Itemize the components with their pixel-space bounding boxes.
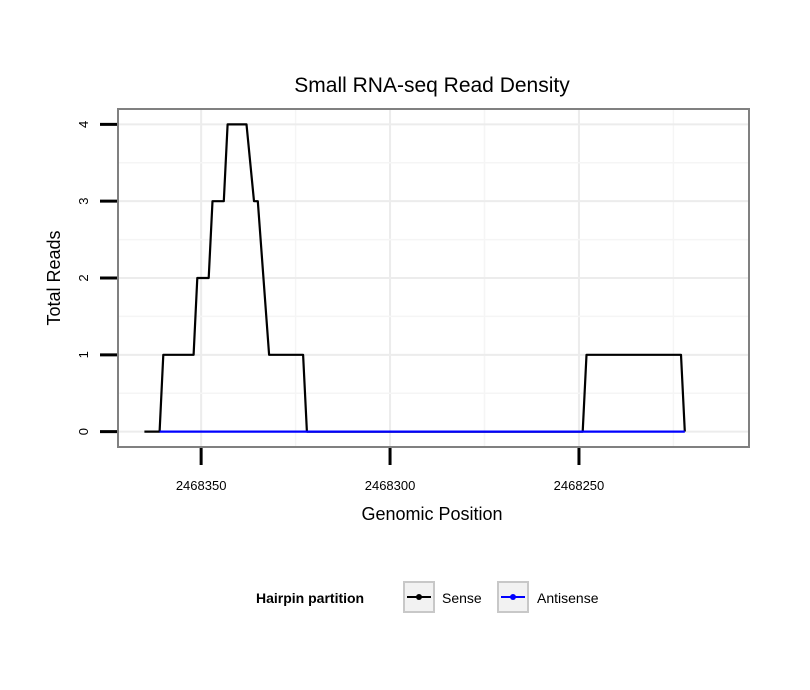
legend-key-antisense-point bbox=[510, 594, 516, 600]
legend-key-sense-point bbox=[416, 594, 422, 600]
legend: Hairpin partition Sense Antisense bbox=[256, 581, 599, 613]
legend-label-sense: Sense bbox=[442, 590, 482, 606]
y-tick-label: 4 bbox=[76, 121, 91, 128]
y-tick-label: 1 bbox=[76, 351, 91, 358]
x-tick-label: 2468250 bbox=[554, 478, 605, 493]
plot-panel-border bbox=[117, 108, 750, 448]
y-tick-label: 3 bbox=[76, 198, 91, 205]
y-axis: 0 1 2 3 4 bbox=[76, 121, 117, 435]
legend-title: Hairpin partition bbox=[256, 590, 364, 606]
series-lines bbox=[144, 123, 686, 433]
x-tick-label: 2468350 bbox=[176, 478, 227, 493]
legend-label-antisense: Antisense bbox=[537, 590, 599, 606]
y-tick-label: 0 bbox=[76, 428, 91, 435]
x-axis: 2468350 2468300 2468250 bbox=[176, 448, 604, 493]
chart-title: Small RNA-seq Read Density bbox=[294, 74, 570, 97]
x-tick-label: 2468300 bbox=[365, 478, 416, 493]
x-axis-title: Genomic Position bbox=[361, 504, 502, 524]
grid bbox=[118, 109, 749, 447]
y-axis-title: Total Reads bbox=[44, 230, 64, 325]
y-tick-label: 2 bbox=[76, 274, 91, 281]
